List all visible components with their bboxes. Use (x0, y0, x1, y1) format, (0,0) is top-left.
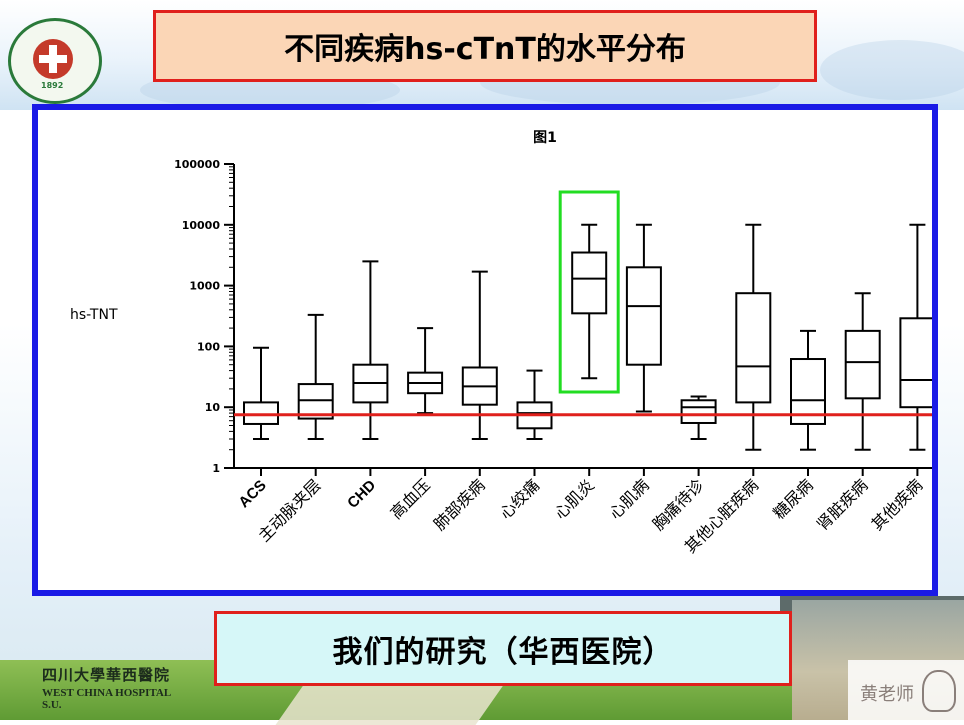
watermark: 黄老师 (848, 660, 964, 720)
caption-box: 我们的研究（华西医院） (214, 611, 792, 686)
box-group (461, 270, 498, 476)
y-tick-label: 10 (205, 401, 221, 414)
y-tick-label: 100000 (174, 158, 220, 171)
x-tick-label: 肾脏疾病 (813, 475, 872, 534)
chart-title: 图1 (533, 130, 557, 146)
x-tick-label: CHD (344, 477, 379, 512)
watermark-text: 黄老师 (860, 684, 914, 705)
emblem-year: 1892 (41, 81, 64, 90)
box-iqr (899, 317, 932, 409)
box-iqr (625, 266, 662, 366)
y-axis-label: hs-TNT (70, 307, 118, 323)
box-iqr (243, 401, 279, 425)
highlight-box-myocarditis (558, 190, 620, 394)
footer-logo: 四川大學華西醫院 WEST CHINA HOSPITAL S.U. (42, 664, 192, 711)
box-iqr (680, 399, 717, 424)
portrait-icon (922, 670, 956, 712)
chart-frame: 图1 hs-TNT 1 10 100 1000 10000 100000 ACS 主动脉夹层 CHD… (32, 104, 938, 596)
box-group (680, 395, 717, 476)
box-group (790, 329, 826, 476)
x-tick-label: 心肌炎 (551, 475, 598, 522)
box-group (243, 346, 279, 476)
x-tick-label: 糖尿病 (769, 475, 816, 522)
box-iqr (844, 329, 881, 400)
box-group (407, 327, 444, 476)
x-tick-label: 心绞痛 (496, 475, 543, 522)
box-group (899, 223, 932, 476)
slide-title-box: 不同疾病hs-cTnT的水平分布 (153, 10, 817, 82)
box-group (352, 260, 389, 476)
x-tick-label: 高血压 (387, 475, 434, 522)
box-iqr (571, 251, 608, 315)
x-tick-label: ACS (235, 477, 269, 511)
slide-title: 不同疾病hs-cTnT的水平分布 (284, 32, 686, 67)
box-group (297, 313, 334, 476)
x-tick-label: 其他疾病 (868, 475, 927, 534)
footer-logo-cn: 四川大學華西醫院 (42, 666, 171, 684)
box-group (516, 369, 553, 476)
caption-text: 我们的研究（华西医院） (332, 634, 674, 670)
box-group (844, 292, 881, 476)
box-group (735, 223, 772, 476)
y-tick-label: 100 (197, 340, 220, 353)
x-tick-label: 心肌病 (605, 475, 652, 522)
box-iqr (297, 383, 334, 420)
box-iqr (735, 292, 772, 404)
y-tick-label: 1000 (189, 280, 220, 293)
y-tick-label: 1 (212, 462, 220, 475)
footer-logo-en: WEST CHINA HOSPITAL S.U. (42, 687, 171, 711)
x-tick-label: 肺部疾病 (430, 475, 489, 534)
y-tick-label: 10000 (182, 219, 221, 232)
box-group (571, 223, 608, 476)
box-iqr (790, 358, 826, 425)
hospital-emblem-icon: 1892 (8, 18, 102, 104)
box-group (625, 223, 662, 476)
